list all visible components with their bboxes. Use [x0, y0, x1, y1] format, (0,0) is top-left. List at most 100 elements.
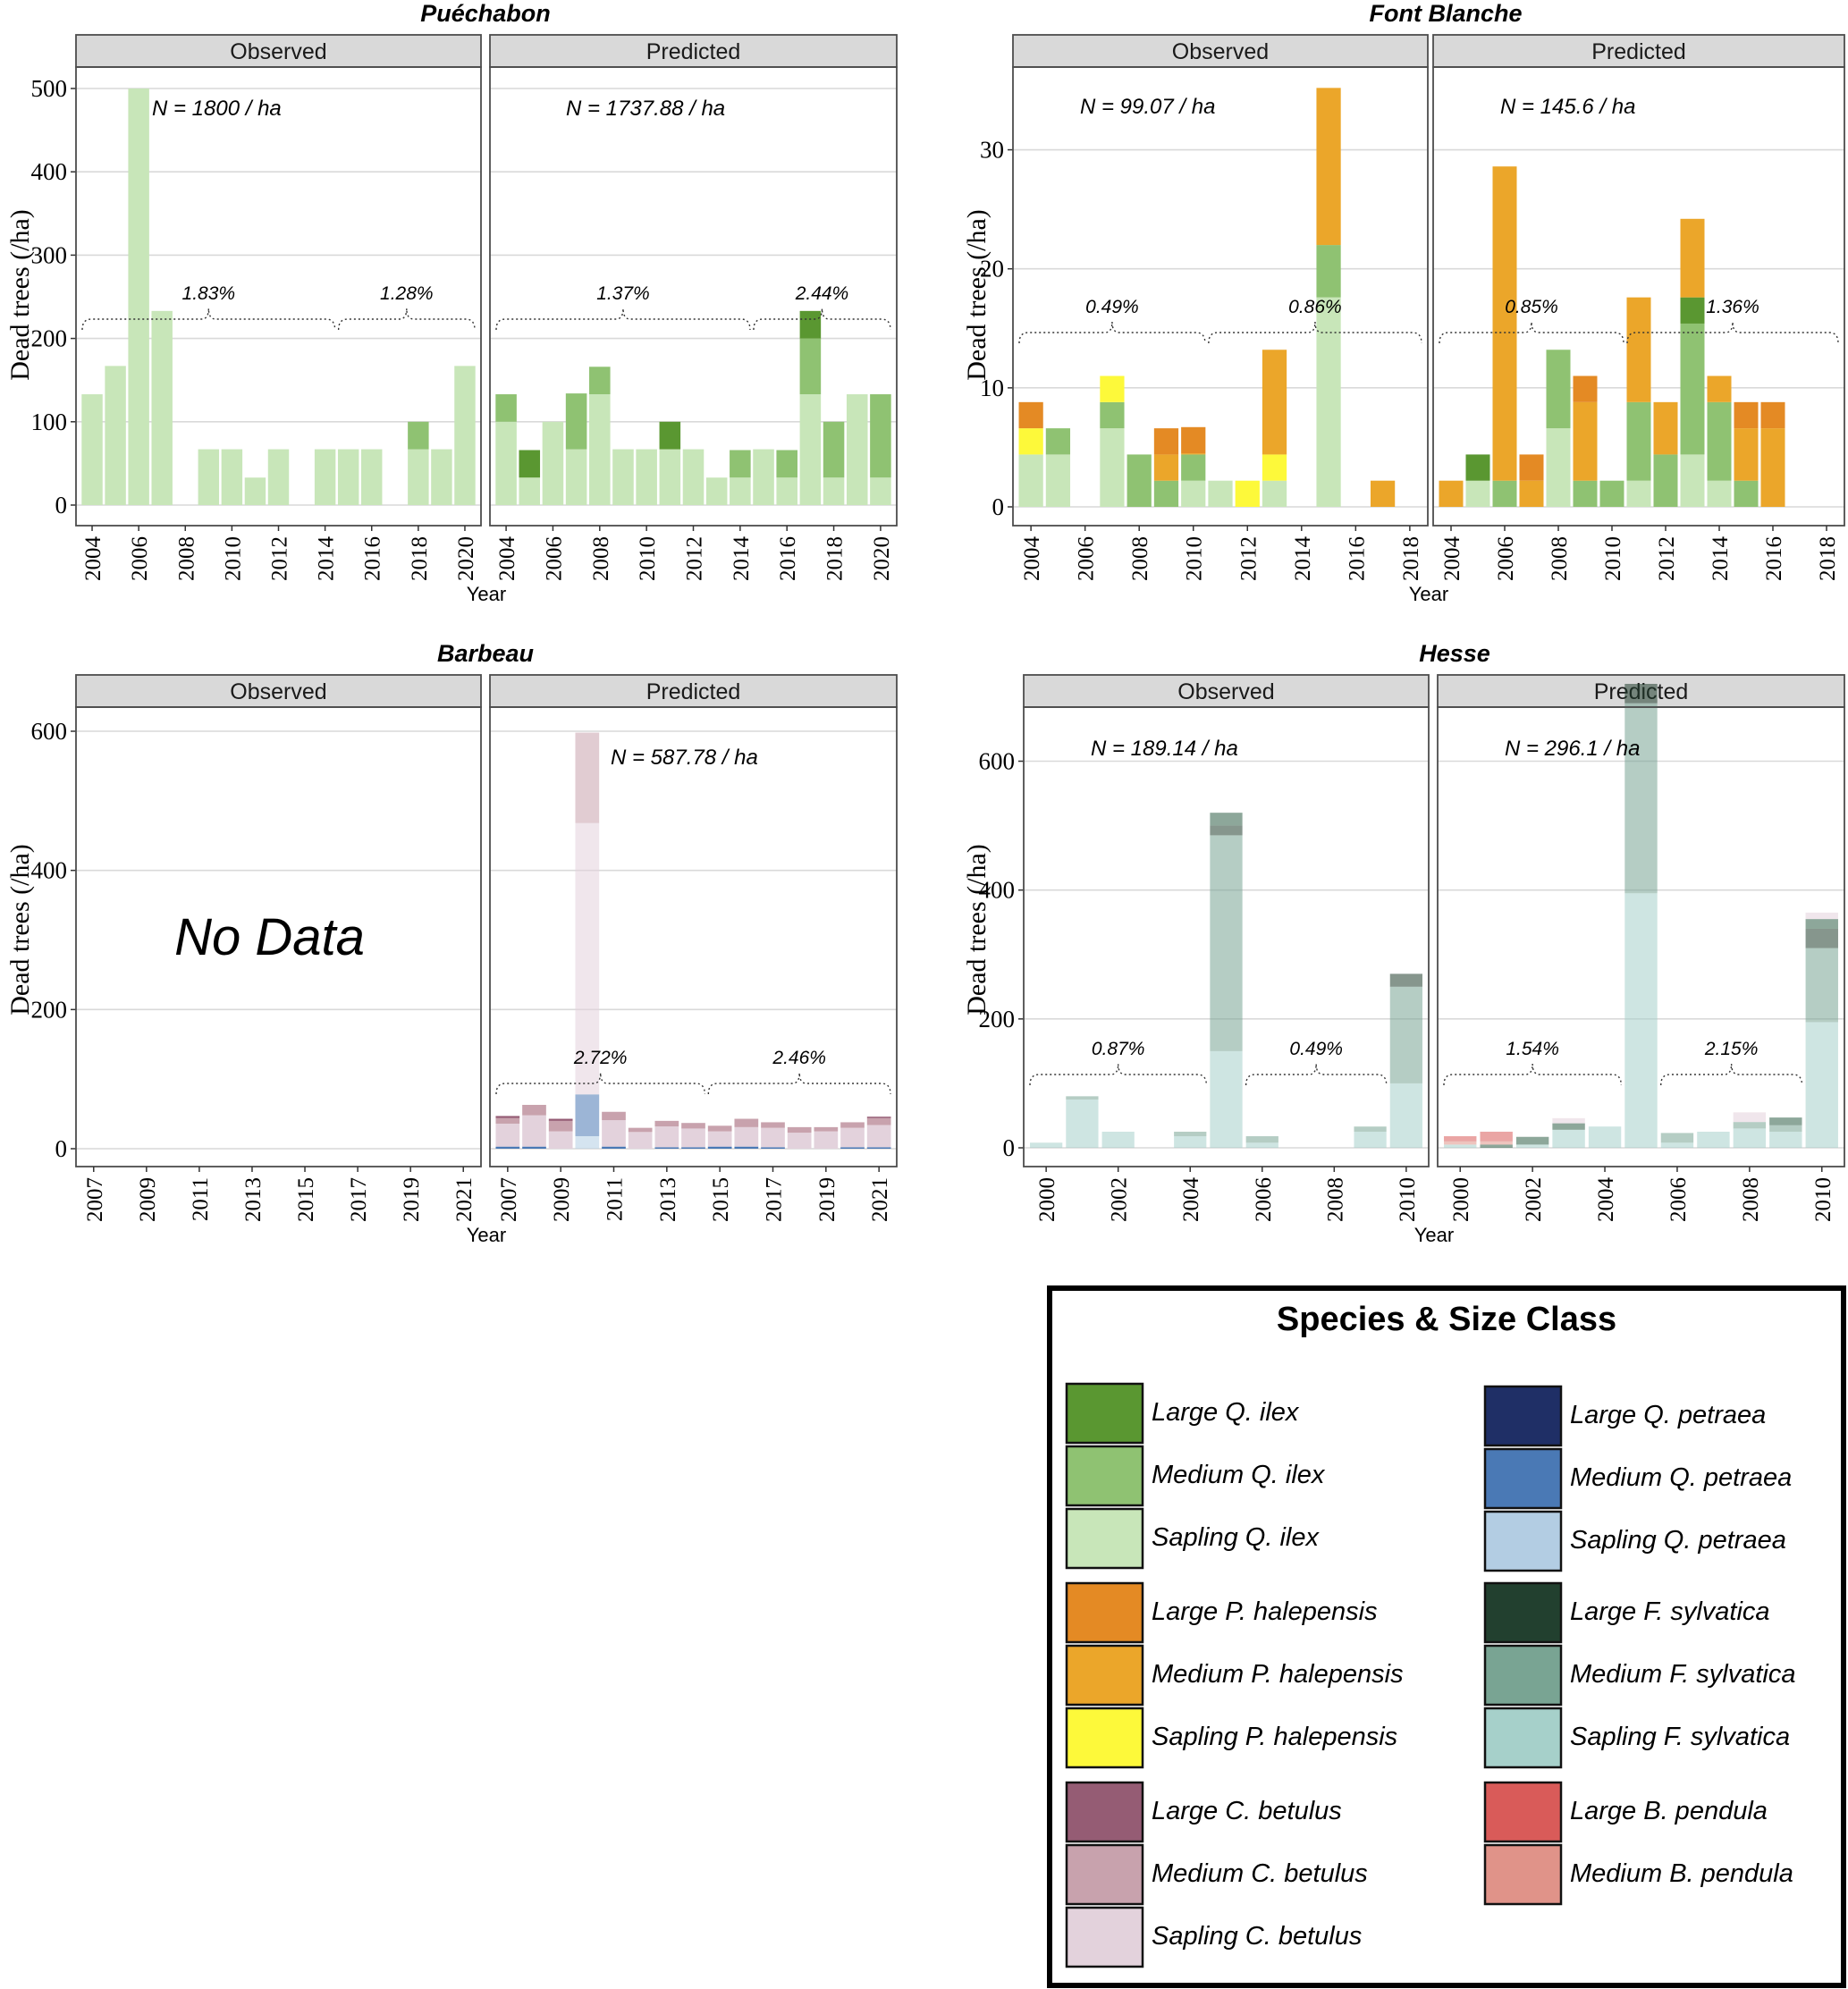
period-brace [753, 308, 891, 331]
bar-segment-sapling_qilex [495, 421, 517, 505]
x-tick-label: 2008 [1128, 536, 1152, 581]
bar-segment-medium_qilex [1181, 454, 1206, 481]
bar-segment-medium_cbet [814, 1126, 839, 1132]
x-tick-label: 2013 [656, 1177, 680, 1222]
bar-2002 [1101, 1131, 1135, 1148]
x-tick-label: 2016 [1345, 536, 1369, 581]
bar-segment-large_phal [1734, 401, 1759, 429]
x-tick-label: 2012 [268, 536, 292, 581]
x-tick-label: 2007 [497, 1177, 521, 1222]
legend: Species & Size Class Large Q. ilex Medium … [1047, 1285, 1846, 1988]
bar-segment-sapling_fsyl [1354, 1131, 1387, 1148]
bar-2012 [628, 1127, 653, 1149]
bar-2008 [589, 367, 611, 505]
bar-segment-sapling_fsyl [1101, 1131, 1135, 1148]
bar-segment-medium_qilex [1680, 323, 1705, 455]
bar-2004 [1439, 480, 1464, 507]
bar-2004 [495, 394, 517, 505]
bar-segment-sapling_qilex [128, 88, 149, 505]
x-tick-label: 2008 [589, 536, 613, 581]
bar-segment-sapling_phal [1262, 454, 1287, 481]
bar-2004 [1588, 1126, 1622, 1148]
panel-predicted: Predicted 2004 2006 2008 2010 2012 2014 2016 201… [1432, 34, 1845, 581]
bar-2012 [267, 449, 290, 505]
panel-strip [489, 34, 898, 68]
legend-label-medium_phal: Medium P. halepensis [1152, 1660, 1404, 1689]
y-tick-label: 600 [979, 748, 1016, 775]
bar-segment-medium_qpet [707, 1146, 732, 1149]
x-tick-label: 2006 [1494, 536, 1518, 581]
bar-2007 [1519, 454, 1544, 507]
legend-label-medium_bpen: Medium B. pendula [1570, 1859, 1793, 1888]
bar-segment-sapling_cbet [1552, 1117, 1585, 1124]
panel-strip-label: Observed [1177, 679, 1274, 704]
bar-2001 [1066, 1096, 1099, 1148]
legend-swatch-sapling_cbet [1065, 1906, 1144, 1968]
bar-segment-sapling_qilex [1018, 454, 1043, 507]
period-rate-label: 1.54% [1506, 1039, 1559, 1059]
period-brace [495, 1072, 706, 1095]
bar-2015 [1316, 88, 1341, 507]
legend-swatch-medium_bpen [1483, 1843, 1563, 1906]
bar-2006 [1660, 1133, 1694, 1148]
bar-segment-large_qilex [1465, 454, 1490, 481]
bar-segment-dark_fsyl [1515, 1136, 1549, 1145]
bar-segment-medium_phal [1519, 480, 1544, 507]
bar-segment-medium_qpet [495, 1146, 520, 1149]
bar-segment-sapling_fsyl [1624, 893, 1658, 1148]
panel-frame [1432, 66, 1845, 527]
bar-segment-medium_bpen [1444, 1141, 1477, 1145]
legend-title: Species & Size Class [1277, 1301, 1616, 1338]
x-tick-label: 2010 [1601, 536, 1625, 581]
bar-2018 [787, 1126, 812, 1149]
bar-2008 [1546, 350, 1571, 507]
legend-frame [1047, 1285, 1846, 1988]
y-tick-label: 400 [979, 877, 1016, 904]
bar-2011 [1208, 480, 1233, 507]
x-tick-label: 2013 [241, 1177, 266, 1222]
bar-segment-medium_phal [1626, 297, 1651, 402]
x-tick-label: 2012 [1236, 536, 1261, 581]
bar-segment-medium_qilex [495, 394, 517, 422]
legend-label-sapling_cbet: Sapling C. betulus [1152, 1922, 1362, 1951]
legend-label-medium_fsyl: Medium F. sylvatica [1570, 1660, 1796, 1689]
bar-2021 [866, 1117, 891, 1149]
x-tick-label: 2006 [542, 536, 566, 581]
bar-segment-sapling_cbet [707, 1131, 732, 1147]
bar-segment-sapling_qilex [1181, 480, 1206, 507]
bar-2016 [1760, 401, 1785, 507]
panel-predicted: Predicted 2004 2006 2008 2010 2012 2014 2016 201… [489, 34, 898, 581]
bar-2008 [1733, 1112, 1767, 1148]
legend-swatch-large_phal [1065, 1581, 1144, 1644]
bar-segment-medium_qilex [1127, 454, 1152, 507]
x-tick-label: 2006 [1667, 1177, 1691, 1222]
bar-segment-medium_fsyl [1660, 1133, 1694, 1143]
bar-2007 [495, 1116, 520, 1149]
bar-segment-large_cbet [866, 1117, 891, 1118]
bar-segment-medium_qilex [870, 394, 891, 478]
bar-segment-medium_fsyl [1769, 1125, 1802, 1132]
x-tick-label: 2006 [1252, 1177, 1276, 1222]
bar-segment-large_phal [1573, 375, 1598, 402]
x-tick-label: 2010 [1811, 1177, 1835, 1222]
panel-strip-label: Observed [1172, 39, 1269, 64]
bar-2013 [654, 1120, 679, 1149]
no-data-label: No Data [174, 908, 365, 966]
bar-2019 [431, 449, 452, 505]
y-axis-label: Dead trees (/ha) [962, 844, 992, 1016]
y-axis-label: Dead trees (/ha) [5, 209, 35, 381]
bar-segment-medium_phal [1370, 480, 1396, 507]
bar-2009 [198, 449, 220, 505]
bar-segment-medium_cbet [840, 1122, 865, 1128]
period-rate-label: 2.46% [772, 1048, 826, 1068]
bar-segment-medium_phal [1153, 454, 1179, 481]
site-title: Barbeau [437, 640, 535, 667]
bar-segment-sapling_qilex [337, 449, 359, 505]
x-tick-label: 2000 [1035, 1177, 1059, 1222]
bar-segment-sapling_qilex [589, 394, 611, 505]
bar-2015 [1734, 401, 1759, 507]
legend-swatch-large_fsyl [1483, 1581, 1563, 1644]
bar-segment-sapling_fsyl [1245, 1142, 1278, 1148]
bar-2013 [1680, 218, 1705, 507]
